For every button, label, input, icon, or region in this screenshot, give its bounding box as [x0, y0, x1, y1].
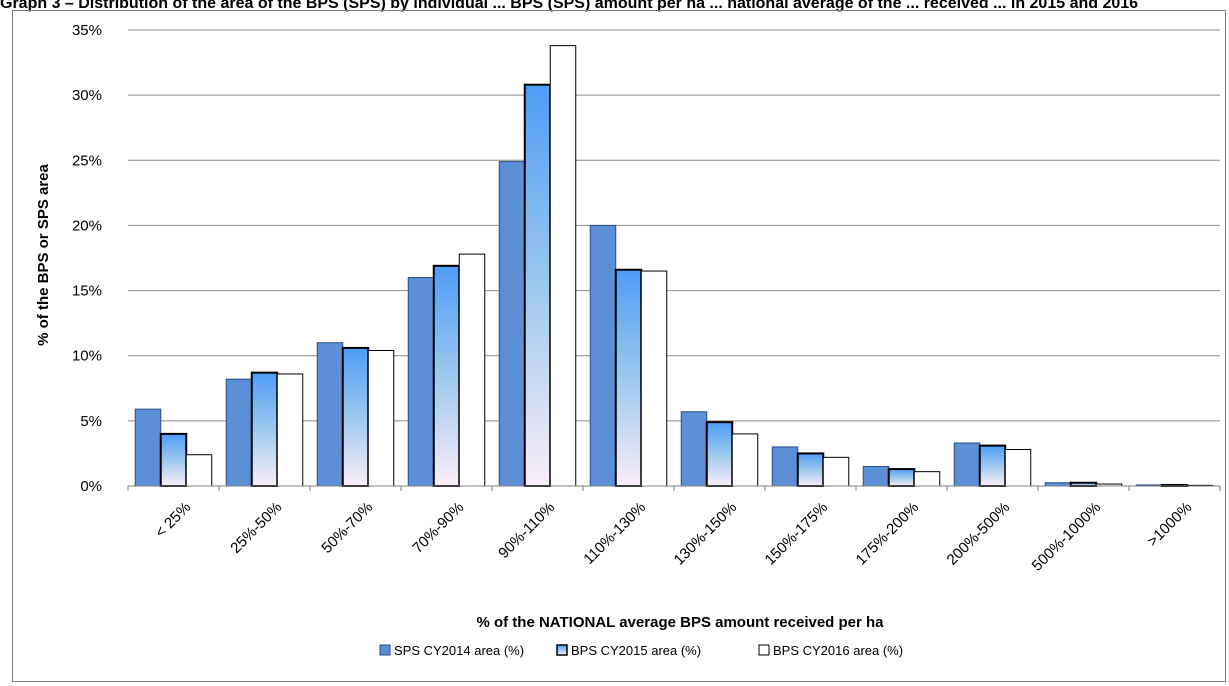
x-tick-label: < 25% — [152, 499, 194, 541]
legend-swatch-bps-2015 — [556, 644, 568, 656]
bar-bps-2016 — [367, 350, 395, 487]
x-tick-label: 130%-150% — [671, 499, 741, 569]
y-tick-label: 30% — [72, 87, 102, 104]
legend-label-bps-2016: BPS CY2016 area (%) — [773, 643, 903, 658]
bar-bps-2016 — [276, 373, 304, 487]
legend-swatch-sps-2014 — [379, 644, 391, 656]
bar-bps-2015 — [159, 432, 188, 487]
y-tick-label: 0% — [80, 478, 102, 495]
legend-swatch-bps-2016 — [758, 644, 770, 656]
legend-label-sps-2014: SPS CY2014 area (%) — [394, 643, 524, 658]
y-axis-ticks: 0% 5% 10% 15% 20% 25% 30% 35% — [72, 22, 102, 495]
bar-bps-2015 — [978, 444, 1007, 487]
legend: SPS CY2014 area (%) BPS CY2015 area (%) … — [379, 643, 903, 658]
bar-bps-2015 — [250, 371, 279, 487]
bars — [134, 45, 1214, 488]
bar-sps-2014 — [134, 408, 162, 487]
bar-bps-2015 — [432, 264, 461, 487]
bar-bps-2015 — [887, 468, 916, 488]
x-tick-label: 110%-130% — [580, 499, 649, 568]
x-tick-label: 150%-175% — [762, 499, 832, 569]
bar-sps-2014 — [316, 342, 344, 487]
x-tick-label: 175%-200% — [853, 499, 923, 569]
bar-sps-2014 — [407, 277, 435, 487]
chart-frame — [12, 10, 1226, 682]
x-tick-label: 500%-1000% — [1029, 499, 1105, 575]
y-tick-label: 25% — [72, 152, 102, 169]
x-tick-label: >1000% — [1144, 499, 1195, 550]
y-tick-label: 35% — [72, 22, 102, 39]
y-tick-label: 5% — [80, 413, 102, 430]
bar-bps-2015 — [796, 452, 825, 487]
y-tick-label: 15% — [72, 283, 102, 300]
chart-title: Graph 3 – Distribution of the area of th… — [0, 0, 1139, 12]
bar-bps-2015 — [523, 83, 552, 487]
x-tick-label: 70%-90% — [409, 499, 467, 557]
x-tick-label: 200%-500% — [944, 499, 1014, 569]
bar-bps-2015 — [614, 268, 643, 487]
gridlines — [128, 29, 1220, 422]
bar-bps-2016 — [640, 270, 668, 487]
x-tick-label: 25%-50% — [227, 499, 285, 557]
bar-bps-2016 — [185, 454, 213, 487]
bar-sps-2014 — [953, 442, 981, 487]
bar-bps-2016 — [458, 253, 486, 487]
bar-bps-2015 — [341, 346, 370, 488]
x-axis-title: % of the NATIONAL average BPS amount rec… — [476, 614, 884, 631]
bar-sps-2014 — [589, 224, 617, 487]
x-tick-label: 50%-70% — [318, 499, 376, 557]
x-tick-label: 90%-110% — [495, 499, 558, 562]
y-tick-label: 20% — [72, 217, 102, 234]
bar-sps-2014 — [680, 411, 708, 487]
bar-bps-2016 — [549, 45, 577, 487]
bar-sps-2014 — [771, 446, 799, 487]
y-axis-title: % of the BPS or SPS area — [35, 163, 52, 345]
bar-bps-2016 — [822, 456, 850, 487]
x-axis-ticks: < 25% 25%-50% 50%-70% 70%-90% 90%-110% 110%-1… — [127, 486, 1221, 575]
bar-sps-2014 — [498, 161, 526, 487]
bar-bps-2015 — [705, 421, 734, 488]
bar-bps-2016 — [731, 433, 759, 487]
y-tick-label: 10% — [72, 348, 102, 365]
bar-bps-2016 — [913, 471, 941, 487]
bar-sps-2014 — [862, 465, 890, 487]
bar-bps-2016 — [1004, 449, 1032, 487]
bar-sps-2014 — [225, 378, 253, 487]
legend-label-bps-2015: BPS CY2015 area (%) — [571, 643, 701, 658]
